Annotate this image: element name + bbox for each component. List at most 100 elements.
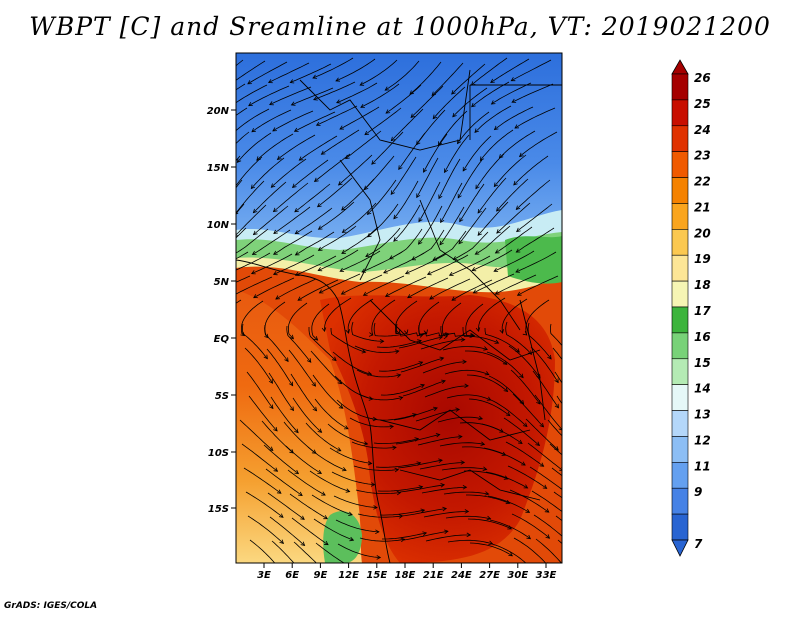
streamline xyxy=(516,227,555,253)
streamline xyxy=(308,327,337,361)
streamline-arrow xyxy=(384,292,390,297)
streamline xyxy=(505,441,544,467)
streamline-arrow xyxy=(416,140,421,146)
streamline xyxy=(525,418,559,451)
streamline-arrow xyxy=(452,256,458,261)
streamline-arrow xyxy=(294,230,300,235)
streamline-arrow xyxy=(575,381,579,385)
streamline-arrow xyxy=(240,331,246,337)
streamline xyxy=(549,443,562,456)
streamline xyxy=(401,508,447,517)
streamline xyxy=(272,110,314,132)
streamline-arrow xyxy=(396,329,401,334)
streamline xyxy=(236,204,267,236)
lon-tick-label: 27E xyxy=(479,570,500,581)
streamline-arrow xyxy=(276,155,282,161)
streamline xyxy=(446,394,491,401)
streamline xyxy=(554,371,562,384)
streamline-arrow xyxy=(410,113,416,118)
streamline xyxy=(491,82,532,105)
streamline xyxy=(384,60,420,91)
streamline-arrow xyxy=(462,485,468,490)
streamline xyxy=(339,250,381,272)
streamline xyxy=(385,276,427,297)
streamline-arrow xyxy=(313,96,318,101)
streamline-arrow xyxy=(339,267,345,272)
streamline xyxy=(236,132,272,163)
streamline xyxy=(423,511,469,518)
streamline-arrow xyxy=(348,511,353,516)
streamline-arrow xyxy=(213,133,217,137)
streamline xyxy=(359,537,405,542)
streamline-arrow xyxy=(433,406,438,412)
streamline-arrow xyxy=(440,483,446,488)
streamline xyxy=(513,155,549,186)
streamline xyxy=(324,297,352,332)
streamline-arrow xyxy=(407,294,412,299)
colorbar-label: 12 xyxy=(694,433,711,447)
streamline xyxy=(316,105,358,126)
streamline-arrow xyxy=(396,490,402,496)
streamline-arrow xyxy=(247,80,252,85)
streamline xyxy=(475,153,505,189)
streamline-arrow xyxy=(499,329,504,334)
streamline-arrow xyxy=(279,539,285,544)
streamline-arrow xyxy=(493,267,499,272)
streamline-arrow xyxy=(389,424,395,430)
streamline xyxy=(420,339,465,350)
streamline xyxy=(462,327,499,344)
cool-region xyxy=(236,53,562,253)
streamline xyxy=(359,59,398,86)
streamline xyxy=(398,336,443,349)
streamline xyxy=(556,395,562,405)
streamline-arrow xyxy=(584,491,588,495)
streamline xyxy=(333,495,378,508)
streamline-arrow xyxy=(210,292,214,295)
streamline-arrow xyxy=(379,339,385,344)
streamline-arrow xyxy=(412,413,417,418)
streamline xyxy=(453,231,489,260)
streamline-arrow xyxy=(477,231,482,236)
streamline xyxy=(530,346,559,383)
streamline xyxy=(341,226,379,254)
streamline xyxy=(547,419,562,437)
streamline xyxy=(256,133,294,161)
streamline xyxy=(309,470,350,492)
streamline-arrow xyxy=(480,441,486,446)
streamline-arrow xyxy=(457,139,462,145)
colorbar-segment xyxy=(671,73,689,101)
streamline xyxy=(529,466,562,490)
streamline xyxy=(443,491,489,495)
streamline xyxy=(242,323,268,359)
streamline-arrow xyxy=(306,358,312,363)
streamline xyxy=(314,398,349,430)
streamline xyxy=(365,227,401,257)
streamline xyxy=(551,467,562,477)
streamline-arrow xyxy=(297,296,303,301)
streamline xyxy=(466,374,508,392)
streamline-arrow xyxy=(299,570,303,574)
streamline-arrow xyxy=(320,150,326,155)
lon-tick-label: 21E xyxy=(423,570,444,581)
streamline xyxy=(357,513,403,518)
streamlines xyxy=(210,57,588,574)
streamline xyxy=(243,467,282,494)
streamline-arrow xyxy=(580,469,584,473)
streamline-arrow xyxy=(505,499,511,505)
streamline-arrow xyxy=(368,332,374,337)
lon-tick-label: 3E xyxy=(257,570,271,581)
streamline-arrow xyxy=(252,230,258,236)
streamline xyxy=(477,201,509,236)
streamline-arrow xyxy=(460,337,466,342)
streamline-arrow xyxy=(418,485,424,490)
streamline xyxy=(236,227,247,239)
streamline xyxy=(499,130,536,159)
streamline-arrow xyxy=(388,255,394,260)
colorbar-bottom-arrow xyxy=(671,539,689,557)
streamline xyxy=(486,351,524,378)
streamline-arrow xyxy=(451,90,456,95)
streamline-arrow xyxy=(411,256,417,261)
streamline xyxy=(477,177,507,214)
streamline-arrow xyxy=(418,361,424,366)
streamline-arrow xyxy=(236,188,237,190)
